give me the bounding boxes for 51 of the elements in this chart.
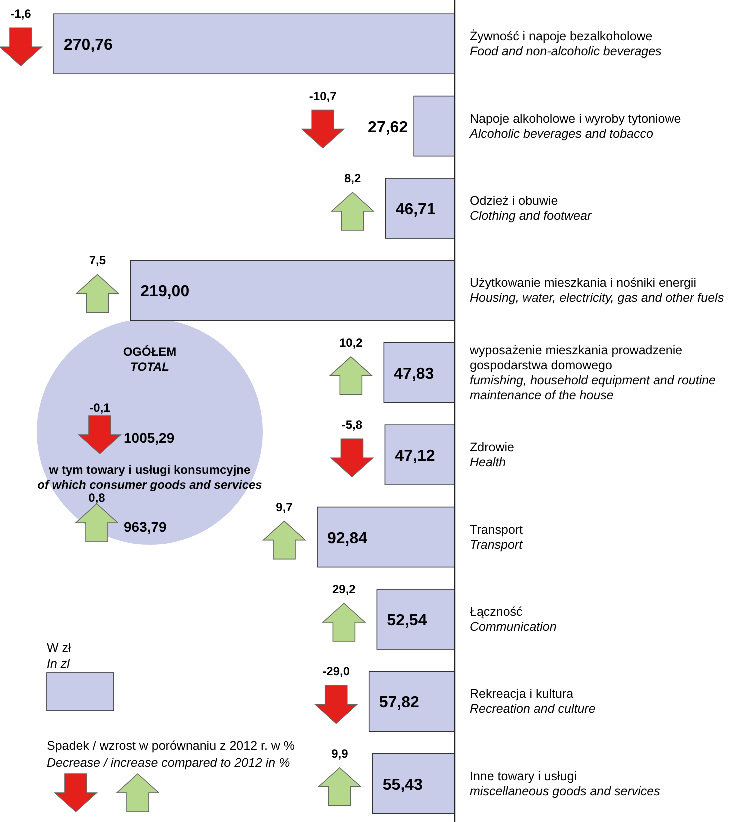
annotation: 29,2 bbox=[332, 582, 356, 596]
data-label: 52,54 bbox=[387, 612, 428, 630]
data-label: 27,62 bbox=[368, 119, 408, 136]
annotation: 9,9 bbox=[332, 746, 349, 761]
annotation: of which consumer goods and services bbox=[38, 478, 263, 492]
annotation: Spadek / wzrost w porównaniu z 2012 r. w % bbox=[47, 739, 296, 753]
bar bbox=[317, 506, 456, 568]
y-tick-label: Łączność Communication bbox=[470, 604, 557, 634]
text: W zł In zl bbox=[47, 641, 72, 671]
bar bbox=[54, 14, 456, 75]
y-tick-label: Żywność i napoje bezalkoholowe Food and non-alcoholic beverages bbox=[470, 30, 662, 59]
annotation: 9,7 bbox=[276, 500, 294, 514]
bar bbox=[372, 753, 456, 814]
data-label: 55,43 bbox=[382, 776, 424, 794]
annotation: 8,2 bbox=[344, 172, 362, 186]
annotation: TOTAL bbox=[130, 360, 170, 374]
data-label: 47,12 bbox=[395, 448, 436, 466]
bar bbox=[384, 342, 456, 404]
data-label: 57,82 bbox=[379, 694, 420, 712]
annotation: 0,8 bbox=[88, 491, 106, 505]
annotation: 1005,29 bbox=[124, 430, 175, 446]
y-tick-label: Napoje alkoholowe i wyroby tytoniowe Alcoholic beverages and tobacco bbox=[469, 112, 682, 141]
y-tick-label: Inne towary i usługi miscellaneous goods and services bbox=[470, 769, 660, 798]
y-tick-label: Użytkowanie mieszkania i nośniki energii Housing, water, electricity, gas and other fuels bbox=[470, 276, 724, 306]
data-label: 92,84 bbox=[328, 530, 368, 548]
y-tick-label: Rekreacja i kultura Recreation and culture bbox=[470, 687, 596, 716]
data-label: 47,83 bbox=[394, 366, 434, 383]
annotation: OGÓŁEM bbox=[123, 345, 177, 359]
y-tick-label: wyposażenie mieszkania prowadzenie gospodarstwa domowego fumishing, household equipment and routine maintenance of the house bbox=[469, 343, 716, 402]
y-tick-label: Zdrowie Health bbox=[470, 440, 515, 470]
data-label: 219,00 bbox=[140, 284, 190, 301]
annotation: Decrease / increase compared to 2012 in % bbox=[47, 756, 290, 770]
bar bbox=[368, 671, 456, 732]
annotation: 7,5 bbox=[89, 254, 106, 268]
y-tick-label: Transport Transport bbox=[470, 522, 524, 552]
y-tick-label: Odzież i obuwie Clothing and footwear bbox=[470, 194, 592, 224]
bar bbox=[384, 424, 456, 486]
bar bbox=[385, 178, 456, 239]
annotation: -0,1 bbox=[90, 401, 111, 415]
annotation: 10,2 bbox=[339, 336, 364, 350]
annotation: w tym towary i usługi konsumcyjne bbox=[48, 463, 252, 477]
annotation: -29,0 bbox=[322, 664, 350, 679]
annotation: -10,7 bbox=[309, 89, 338, 104]
bar bbox=[130, 260, 456, 322]
bar bbox=[376, 589, 456, 650]
text: -1,6 bbox=[10, 7, 32, 22]
bar bbox=[414, 96, 456, 157]
annotation: 963,79 bbox=[124, 519, 168, 535]
data-label: 270,76 bbox=[64, 37, 114, 54]
annotation: -5,8 bbox=[342, 418, 363, 432]
data-label: 46,71 bbox=[396, 202, 436, 219]
